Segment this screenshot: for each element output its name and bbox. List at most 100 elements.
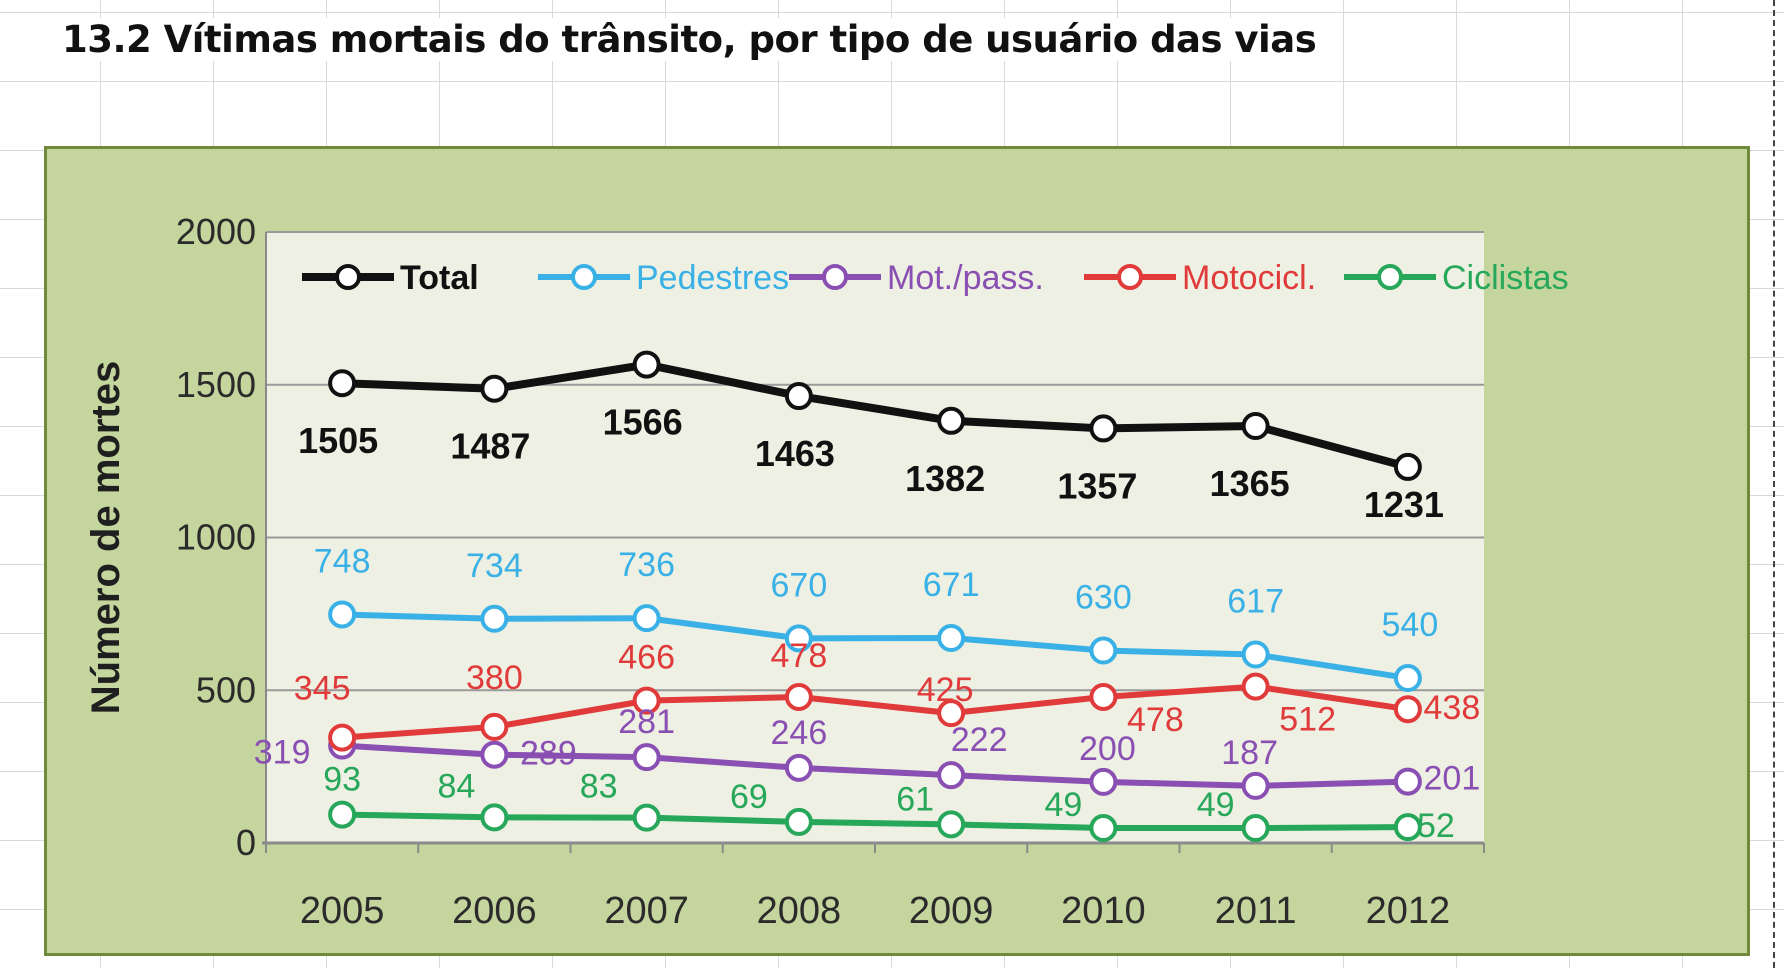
series-line-motocicl- [341,683,1409,741]
series-line-mot-pass- [341,742,1408,789]
data-point [937,699,966,728]
data-label: 187 [1221,734,1278,772]
legend-marker [822,264,848,290]
data-point [784,624,813,653]
data-point [328,369,357,398]
data-point [1089,767,1118,796]
data-label: 84 [437,767,475,805]
data-point [1089,414,1118,443]
x-tick-label: 2010 [1061,890,1146,932]
data-point [1089,636,1118,665]
x-tick-label: 2006 [452,890,537,932]
data-point [632,743,661,772]
page-title: 13.2 Vítimas mortais do trânsito, por ti… [58,18,1321,61]
data-label: 1487 [450,426,530,467]
data-label: 466 [618,639,675,677]
data-point [480,803,509,832]
data-point [937,810,966,839]
data-point [1393,664,1422,693]
data-point [328,723,357,752]
x-tick-label: 2011 [1215,890,1297,932]
data-point [1089,814,1118,843]
data-label: 617 [1227,583,1284,621]
data-point [1241,672,1270,701]
data-point [1393,767,1422,796]
page-break-line [1773,0,1775,968]
legend-label: Mot./pass. [887,259,1044,297]
legend-label: Ciclistas [1442,259,1569,297]
x-tick-label: 2009 [909,890,994,932]
y-tick-label: 0 [236,822,256,863]
data-label: 1357 [1057,465,1137,506]
legend-marker [1117,264,1143,290]
data-label: 540 [1382,606,1439,644]
data-label: 319 [254,734,311,772]
data-point [632,604,661,633]
data-label: 512 [1279,701,1336,739]
chart-area: 0 500 1000 1500 2000 2005 2006 2007 2008 2009 2010… [44,146,1750,956]
data-point [632,686,661,715]
data-point [480,374,509,403]
series-line-total [341,360,1409,471]
data-label: 222 [951,721,1008,759]
data-point [632,803,661,832]
data-label: 201 [1424,760,1481,798]
data-label: 630 [1075,579,1132,617]
data-label: 93 [323,761,361,799]
data-label: 1365 [1210,463,1290,504]
line-chart: 0 500 1000 1500 2000 2005 2006 2007 2008 2009 2010… [84,211,1569,932]
data-point [1241,771,1270,800]
series-line-pedestres [342,611,1409,681]
data-point [1089,682,1118,711]
data-label: 671 [923,566,980,604]
data-point [784,382,813,411]
legend-label: Motocicl. [1182,259,1316,297]
data-label: 1566 [603,402,683,443]
data-point [784,682,813,711]
data-label: 425 [917,671,974,709]
data-label: 52 [1417,807,1455,845]
data-point [937,406,966,435]
data-point [480,604,509,633]
y-tick-label: 2000 [176,211,256,252]
data-label: 438 [1424,689,1481,727]
data-label: 1463 [755,433,835,474]
data-point [1393,452,1422,481]
data-label: 345 [294,670,351,708]
x-tick-label: 2012 [1366,890,1451,932]
data-label: 734 [466,547,523,585]
y-axis-title: Número de mortes [84,361,128,714]
legend-label: Total [400,259,479,297]
data-label: 380 [466,659,523,697]
data-point [328,800,357,829]
data-point [1241,814,1270,843]
data-point [784,753,813,782]
data-point [328,600,357,629]
data-point [480,740,509,769]
data-point [784,807,813,836]
x-tick-label: 2008 [757,890,842,932]
data-label: 670 [771,566,828,604]
data-label: 478 [1127,701,1184,739]
data-label: 748 [314,542,371,580]
legend-label: Pedestres [636,259,789,297]
data-label: 736 [618,546,675,584]
data-label: 49 [1044,786,1082,824]
data-label: 49 [1197,786,1235,824]
data-label: 246 [771,714,828,752]
x-tick-label: 2007 [604,890,689,932]
data-label: 281 [618,703,675,741]
data-label: 200 [1079,730,1136,768]
data-label: 1231 [1364,484,1444,525]
data-point [1241,411,1270,440]
data-point [937,624,966,653]
y-tick-label: 500 [196,669,256,710]
data-label: 83 [580,768,618,806]
legend-marker [571,264,597,290]
data-label: 61 [896,780,934,818]
series-line-ciclistas [342,811,1408,832]
data-point [1241,640,1270,669]
y-tick-label: 1500 [176,364,256,405]
data-label: 69 [730,778,768,816]
legend-marker [1377,264,1403,290]
